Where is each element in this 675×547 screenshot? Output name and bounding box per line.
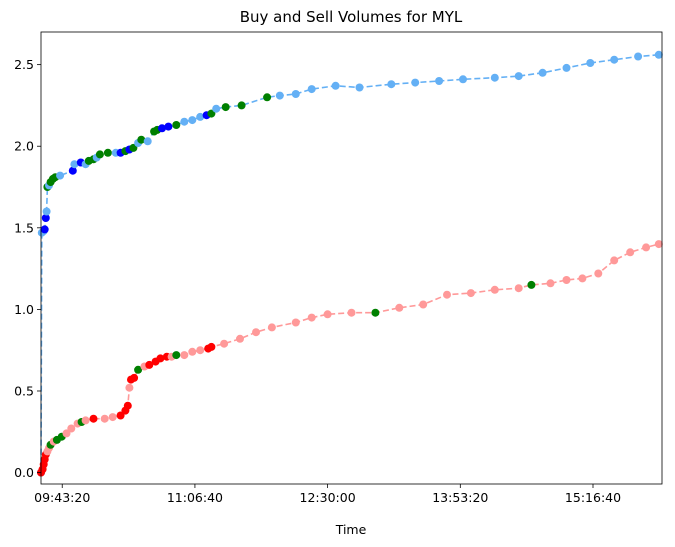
buy-cumulative-point [196,112,205,121]
sell-cumulative-point [125,383,134,392]
y-tick-label: 2.5 [14,57,34,72]
buy-cumulative-point [490,73,499,82]
sell-cumulative-point [156,354,165,363]
plot-frame [40,31,663,485]
buy-cumulative-point [610,55,619,64]
buy-cumulative-point [331,81,340,90]
sell-cumulative-point [207,342,216,351]
sell-cumulative-point [490,285,499,294]
buy-cumulative-point [355,83,364,92]
buy-cumulative-point [263,93,272,102]
y-tick-label: 1.5 [14,220,34,235]
sell-cumulative-point [395,303,404,312]
buy-cumulative-point [307,85,316,94]
sell-cumulative-point [220,339,229,348]
sell-cumulative-point [89,414,98,423]
sell-cumulative-point [626,248,635,257]
sell-cumulative-point [62,429,71,438]
sell-cumulative-point [81,416,90,425]
buy-cumulative-point [514,72,523,81]
buy-cumulative-point [538,68,547,77]
buy-cumulative-point [103,148,112,157]
buy-cumulative-point [654,50,663,59]
buy-cumulative-point [95,150,104,159]
buy-cumulative-point [42,207,51,216]
x-axis: 09:43:20 11:06:40 12:30:00 13:53:20 15:16:40 [34,484,621,505]
sell-cumulative-point [642,243,651,252]
buy-cumulative-line [40,54,659,473]
buy-cumulative-point [70,160,79,169]
sell-cumulative-point [196,346,205,355]
sell-cumulative-point [443,290,451,299]
sell-cumulative-point [130,373,139,382]
buy-cumulative-point [56,171,65,180]
sell-cumulative-point [419,300,428,309]
chart-title: Buy and Sell Volumes for MYL [240,8,463,26]
plot-area [37,50,663,477]
buy-cumulative-point [188,116,197,125]
y-tick-label: 1.0 [14,302,34,317]
sell-cumulative-point [180,351,189,360]
buy-cumulative-point [212,104,221,113]
sell-cumulative-point [236,334,244,343]
x-tick-label: 11:06:40 [167,490,223,505]
y-tick-label: 2.0 [14,139,34,154]
sell-cumulative-point [100,414,109,423]
sell-cumulative-point [267,323,276,332]
y-tick-label: 0.0 [14,465,34,480]
sell-cumulative-point [145,360,154,369]
buy-cumulative-point [586,59,595,67]
y-axis: 0.0 0.5 1.0 1.5 2.0 2.5 [14,57,41,480]
sell-cumulative-point [67,424,76,433]
sell-cumulative-point [188,347,197,356]
sell-cumulative-point [371,308,380,317]
x-tick-label: 15:16:40 [565,490,621,505]
sell-cumulative-point [307,313,316,322]
sell-cumulative-point [134,365,143,374]
sell-cumulative-point [654,240,663,249]
buy-cumulative-point [68,166,77,175]
sell-cumulative-point [527,280,536,289]
sell-cumulative-point [323,310,332,319]
buy-cumulative-point [459,75,467,84]
buy-cumulative-point [221,103,230,112]
buy-cumulative-point [172,121,181,129]
sell-cumulative-point [594,269,603,278]
sell-cumulative-point [172,351,181,360]
sell-cumulative-point [108,413,117,422]
buy-cumulative-point [634,52,643,61]
buy-cumulative-point [41,214,50,222]
buy-cumulative-point [207,109,216,118]
buy-cumulative-point [164,122,173,131]
sell-cumulative-point [347,308,356,317]
buy-cumulative-point [275,91,284,100]
buy-cumulative-point [411,78,420,87]
x-tick-label: 09:43:20 [34,490,90,505]
sell-cumulative-point [562,276,571,284]
buy-cumulative-point [435,77,444,85]
sell-cumulative-point [578,274,587,283]
sell-cumulative-point [546,279,555,288]
sell-cumulative-point [252,328,260,337]
buy-cumulative-point [180,117,189,126]
buy-cumulative-point [387,80,396,89]
y-tick-label: 0.5 [14,383,34,398]
sell-cumulative-point [466,289,475,298]
buy-cumulative-point [158,124,166,133]
x-tick-label: 12:30:00 [300,490,356,505]
sell-cumulative-point [514,284,523,293]
x-tick-label: 13:53:20 [432,490,488,505]
buy-cumulative-point [40,225,49,234]
x-axis-label: Time [335,522,367,537]
sell-cumulative-point [116,411,125,420]
buy-cumulative-point [562,63,571,72]
buy-cumulative-point [143,137,152,146]
sell-cumulative-point [291,318,300,327]
buy-cumulative-point [237,101,246,110]
sell-cumulative-point [610,256,619,265]
sell-cumulative-point [123,401,132,410]
buy-cumulative-point [291,90,300,98]
buy-cumulative-point [137,135,146,144]
